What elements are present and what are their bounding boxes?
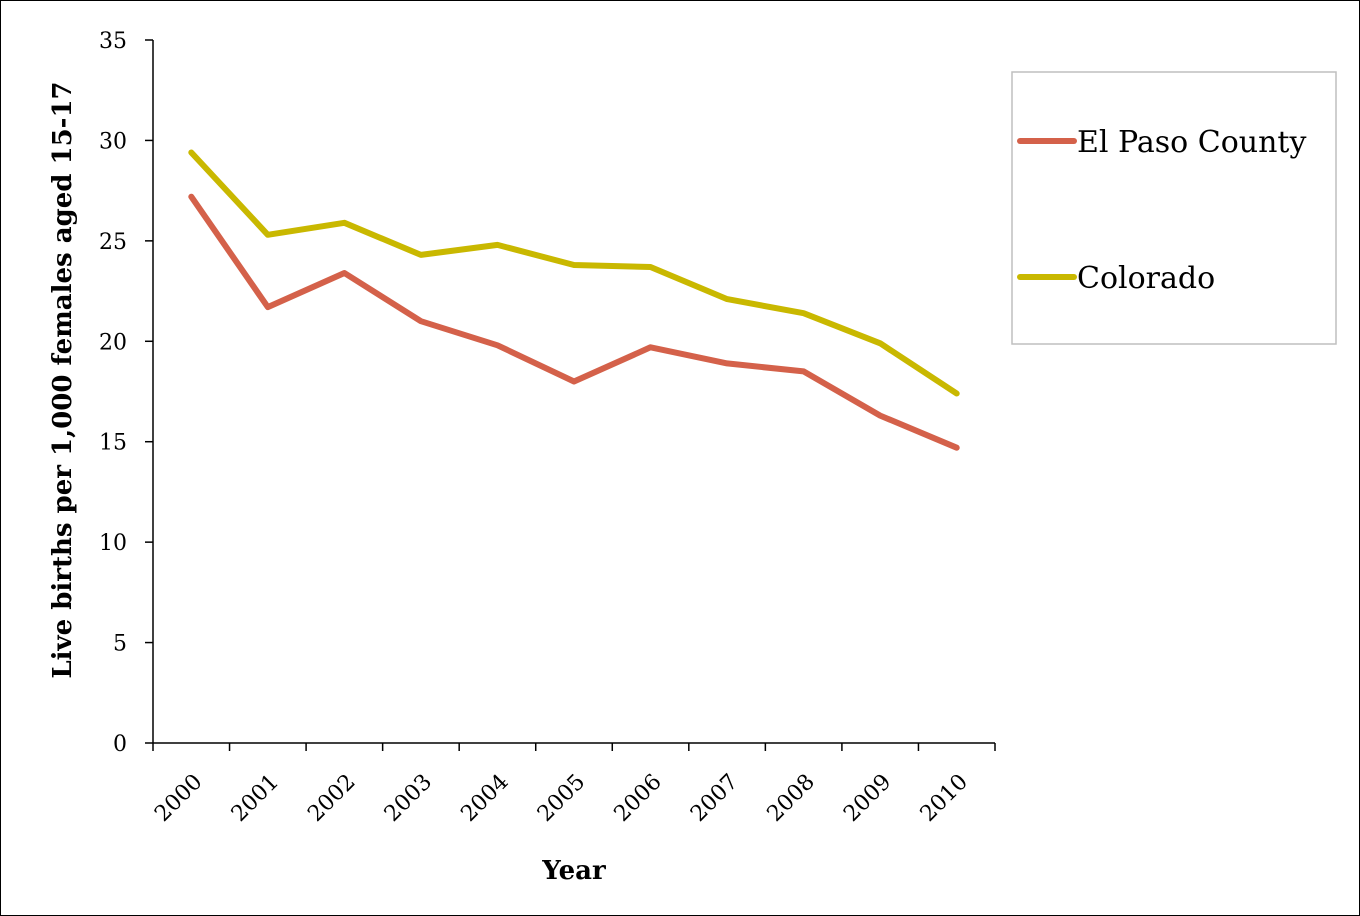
x-axis-title: Year — [541, 856, 606, 886]
legend-box — [1011, 71, 1337, 345]
x-tick-label: 2002 — [303, 770, 360, 827]
legend-label-colorado: Colorado — [1077, 261, 1215, 296]
legend-label-el-paso-county: El Paso County — [1077, 125, 1306, 160]
x-tick-label: 2005 — [533, 770, 590, 827]
x-tick-label: 2010 — [916, 770, 973, 827]
y-tick-label: 20 — [99, 330, 127, 355]
x-tick-label: 2003 — [380, 770, 437, 827]
axes — [152, 40, 995, 744]
x-tick-label: 2009 — [839, 770, 896, 827]
y-tick-label: 0 — [113, 732, 127, 757]
series-line-el-paso-county — [188, 193, 960, 451]
y-tick-label: 30 — [99, 129, 127, 154]
y-tick-label: 25 — [99, 230, 127, 255]
y-ticks: 0 5 10 15 20 25 30 35 — [99, 29, 153, 757]
series-line-colorado — [188, 149, 960, 397]
x-tick-label: 2001 — [227, 770, 284, 827]
y-tick-label: 35 — [99, 29, 127, 54]
x-tick-label: 2000 — [150, 770, 207, 827]
x-ticks: 2000 2001 2002 2003 2004 2005 2006 2007 2008 2009… — [150, 743, 996, 827]
x-tick-label: 2006 — [610, 770, 667, 827]
y-axis-title: Live births per 1,000 females aged 15-17 — [48, 81, 78, 678]
series-lines — [188, 149, 960, 451]
x-tick-label: 2008 — [763, 770, 820, 827]
x-tick-label: 2007 — [686, 770, 743, 827]
legend: El Paso County Colorado — [1011, 71, 1337, 345]
y-tick-label: 15 — [99, 431, 127, 456]
y-tick-label: 10 — [99, 531, 127, 556]
y-tick-label: 5 — [113, 632, 127, 657]
x-tick-label: 2004 — [456, 770, 513, 827]
